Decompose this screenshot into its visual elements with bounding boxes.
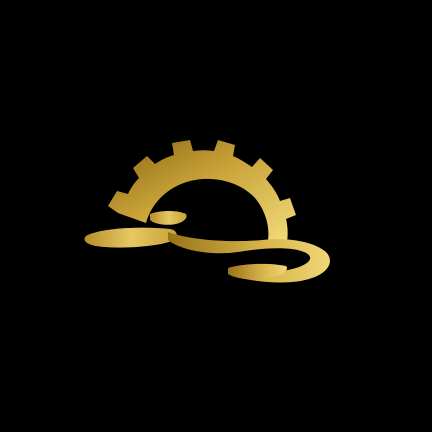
gear-arc (108, 140, 296, 242)
swoosh-right (168, 232, 330, 283)
gear-inner (156, 184, 266, 236)
swoosh-left (84, 211, 187, 248)
